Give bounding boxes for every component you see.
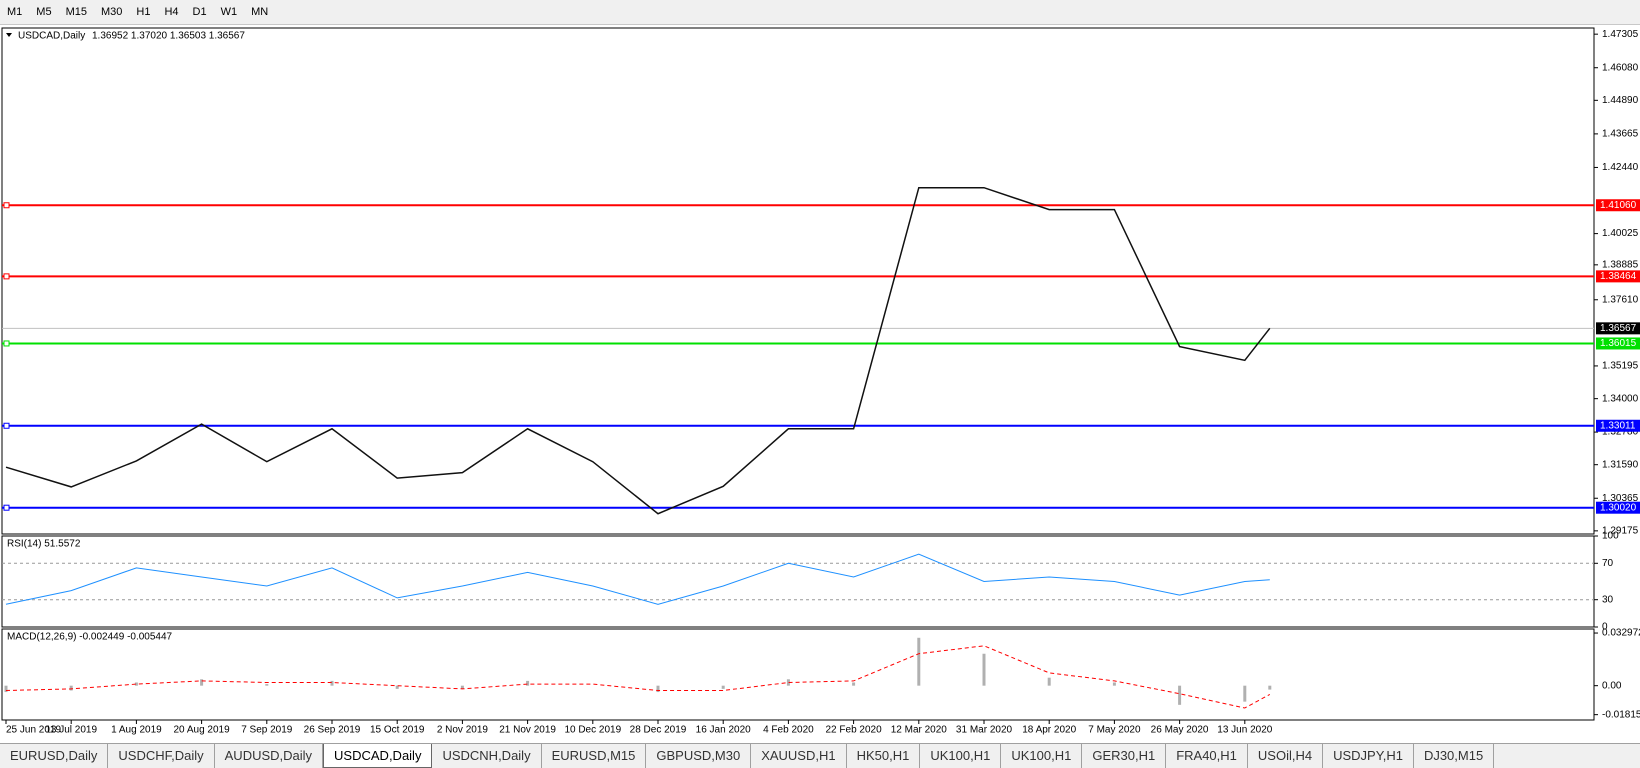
chart-tab[interactable]: GBPUSD,M30 — [646, 744, 752, 768]
level-handle — [3, 340, 10, 347]
chart-tab[interactable]: USDCNH,Daily — [432, 744, 542, 768]
x-tick-label: 31 Mar 2020 — [956, 725, 1013, 736]
timeframe-button[interactable]: M5 — [36, 6, 52, 18]
y-tick-label: 0.032972 — [1602, 628, 1640, 639]
x-tick-label: 4 Feb 2020 — [763, 725, 814, 736]
y-tick-label: 1.37610 — [1602, 294, 1639, 305]
x-tick-label: 26 May 2020 — [1151, 725, 1209, 736]
level-handle — [3, 273, 10, 280]
chart-tab[interactable]: UK100,H1 — [1001, 744, 1083, 768]
x-tick-label: 16 Jan 2020 — [696, 725, 751, 736]
current-price-label: 1.36567 — [1600, 323, 1637, 334]
level-box — [1596, 337, 1640, 350]
level-handle — [3, 422, 10, 429]
y-tick-label: 1.44890 — [1602, 95, 1639, 106]
chart-tab[interactable]: FRA40,H1 — [1166, 744, 1248, 768]
level-label: 1.36015 — [1600, 338, 1637, 349]
main-panel — [1, 27, 1595, 535]
y-tick-label: 1.34000 — [1602, 393, 1639, 404]
chart-tab[interactable]: EURUSD,M15 — [542, 744, 647, 768]
y-tick-label: 0 — [1602, 622, 1608, 633]
y-tick-label: 1.30365 — [1602, 493, 1639, 504]
y-tick-label: 1.29175 — [1602, 525, 1639, 536]
x-tick-label: 21 Nov 2019 — [499, 725, 556, 736]
timeframe-button[interactable]: H1 — [136, 6, 151, 18]
y-tick-label: 1.47305 — [1602, 29, 1639, 40]
y-tick-label: -0.018154 — [1602, 709, 1640, 720]
timeframe-button[interactable]: MN — [251, 6, 269, 18]
signal-line — [5, 645, 1271, 709]
chart-area: USDCAD,Daily 1.36952 1.37020 1.36503 1.36… — [1, 27, 1640, 736]
x-tick-label: 2 Nov 2019 — [437, 725, 489, 736]
y-tick-label: 1.32780 — [1602, 427, 1639, 438]
x-tick-label: 28 Dec 2019 — [630, 725, 687, 736]
dropdown-icon — [6, 33, 12, 37]
level-label: 1.30020 — [1600, 502, 1637, 513]
x-tick-label: 22 Feb 2020 — [826, 725, 883, 736]
level-box — [1596, 501, 1640, 514]
x-tick-label: 10 Dec 2019 — [564, 725, 621, 736]
chart-tab[interactable]: DJ30,M15 — [1414, 744, 1495, 768]
x-tick-label: 25 Jun 2019 — [6, 725, 61, 736]
rsi-panel — [1, 535, 1595, 628]
y-tick-label: 1.42440 — [1602, 162, 1639, 173]
x-tick-label: 12 Mar 2020 — [891, 725, 948, 736]
chart-tab[interactable]: USDCAD,Daily — [323, 744, 433, 768]
chart-tab[interactable]: EURUSD,Daily — [0, 744, 109, 768]
x-tick-label: 7 Sep 2019 — [241, 725, 293, 736]
level-label: 1.33011 — [1600, 420, 1636, 431]
x-tick-label: 13 Jun 2020 — [1217, 725, 1272, 736]
rsi-line — [5, 553, 1270, 605]
price-line — [5, 186, 1271, 515]
x-tick-label: 18 Apr 2020 — [1022, 725, 1076, 736]
x-tick-label: 13 Jul 2019 — [45, 725, 97, 736]
macd-panel — [1, 628, 1595, 721]
level-box — [1596, 419, 1640, 432]
chart-tab[interactable]: AUDUSD,Daily — [215, 744, 324, 768]
timeframe-button[interactable]: W1 — [220, 6, 238, 18]
x-tick-label: 7 May 2020 — [1088, 725, 1141, 736]
panel-title: MACD(12,26,9) -0.002449 -0.005447 — [7, 632, 173, 643]
chart-tab[interactable]: HK50,H1 — [847, 744, 921, 768]
x-tick-label: 1 Aug 2019 — [111, 725, 162, 736]
level-handle — [3, 504, 10, 511]
y-tick-label: 30 — [1602, 594, 1614, 605]
tab-bar: EURUSD,Daily USDCHF,Daily AUDUSD,Daily USDC… — [0, 743, 1640, 768]
y-tick-label: 1.31590 — [1602, 459, 1639, 470]
timeframe-button[interactable]: M30 — [100, 6, 123, 18]
y-tick-label: 100 — [1602, 531, 1619, 542]
timeframe-button[interactable]: M15 — [65, 6, 87, 18]
timeframe-button[interactable]: M1 — [7, 6, 23, 18]
chart-tab[interactable]: USDJPY,H1 — [1323, 744, 1414, 768]
y-tick-label: 0.00 — [1602, 680, 1622, 691]
y-tick-label: 1.35195 — [1602, 361, 1639, 372]
x-tick-label: 26 Sep 2019 — [304, 725, 361, 736]
timeframe-button[interactable]: D1 — [192, 6, 207, 18]
y-tick-label: 1.46080 — [1602, 62, 1639, 73]
y-tick-label: 1.40025 — [1602, 228, 1639, 239]
level-label: 1.41060 — [1600, 200, 1637, 211]
panel-title: USDCAD,Daily — [18, 31, 85, 42]
timeframe-button[interactable]: H4 — [164, 6, 179, 18]
chart-tab[interactable]: UK100,H1 — [920, 744, 1002, 768]
chart-tab[interactable]: USOil,H4 — [1248, 744, 1324, 768]
x-tick-label: 15 Oct 2019 — [370, 725, 425, 736]
x-tick-label: 20 Aug 2019 — [174, 725, 231, 736]
y-tick-label: 70 — [1602, 558, 1614, 569]
level-handle — [3, 202, 10, 209]
level-box — [1596, 270, 1640, 283]
y-tick-label: 1.43665 — [1602, 129, 1639, 140]
current-price-box — [1596, 322, 1640, 335]
y-tick-label: 1.38885 — [1602, 259, 1639, 270]
chart-tab[interactable]: GER30,H1 — [1082, 744, 1167, 768]
panel-title: RSI(14) 51.5572 — [7, 539, 81, 550]
chart-tab[interactable]: USDCHF,Daily — [108, 744, 215, 768]
level-label: 1.38464 — [1600, 271, 1637, 282]
level-box — [1596, 199, 1640, 212]
chart-tab[interactable]: XAUUSD,H1 — [751, 744, 847, 768]
toolbar: M1 M5 M15 M30 H1 H4 D1 W1 MN — [0, 0, 1640, 25]
quote: 1.36952 1.37020 1.36503 1.36567 — [92, 31, 245, 42]
